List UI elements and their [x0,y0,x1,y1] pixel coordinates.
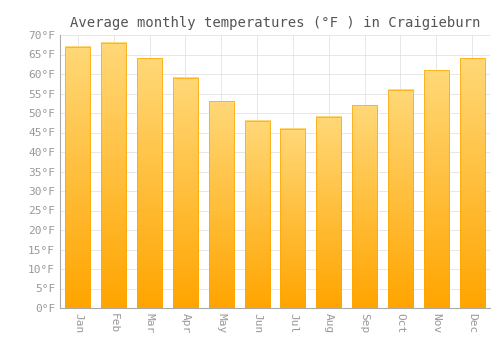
Bar [316,117,342,308]
Bar [352,105,377,308]
Bar [173,78,198,308]
Bar [388,90,413,308]
Title: Average monthly temperatures (°F ) in Craigieburn: Average monthly temperatures (°F ) in Cr… [70,16,480,30]
Bar [66,47,90,308]
Bar [208,101,234,308]
Bar [280,128,305,308]
Bar [137,58,162,308]
Bar [424,70,449,308]
Bar [460,58,484,308]
Bar [244,121,270,308]
Bar [101,43,126,308]
